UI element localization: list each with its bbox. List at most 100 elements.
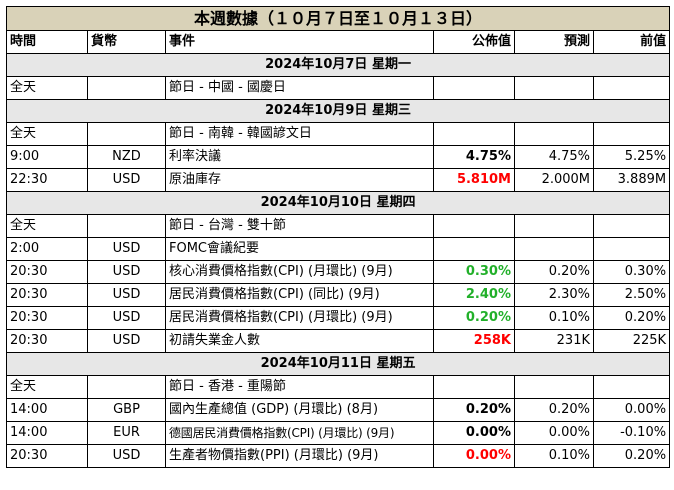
event-currency: NZD [87, 145, 166, 169]
event-forecast [514, 76, 594, 100]
event-currency [87, 122, 166, 146]
event-row: 20:30 USD 核心消費價格指數(CPI) (月環比) (9月) 0.30% 0.2… [6, 260, 671, 284]
event-actual [433, 76, 515, 100]
event-currency: USD [87, 168, 166, 192]
date-heading: 2024年10月7日 星期一 [5, 53, 671, 77]
event-previous [592, 375, 671, 399]
event-forecast: 0.00% [514, 421, 594, 445]
event-time: 14:00 [6, 421, 88, 445]
event-currency: USD [87, 260, 166, 284]
event-previous: 0.30% [592, 260, 671, 284]
event-name: 居民消費價格指數(CPI) (同比) (9月) [165, 283, 434, 307]
event-actual: 0.20% [433, 306, 515, 330]
event-previous: 0.00% [592, 398, 671, 422]
event-forecast [514, 214, 594, 238]
event-time: 全天 [6, 122, 88, 146]
event-row: 9:00 NZD 利率決議 4.75% 4.75% 5.25% [6, 145, 671, 169]
event-previous: 2.50% [592, 283, 671, 307]
event-forecast: 231K [514, 329, 594, 353]
event-row: 14:00 GBP 國內生產總值 (GDP) (月環比) (8月) 0.20% 0.20… [6, 398, 671, 422]
event-actual: 4.75% [433, 145, 515, 169]
event-row: 20:30 USD 居民消費價格指數(CPI) (同比) (9月) 2.40% 2.30… [6, 283, 671, 307]
event-previous [592, 122, 671, 146]
event-actual: 5.810M [433, 168, 515, 192]
event-row: 2:00 USD FOMC會議紀要 [6, 237, 671, 261]
event-row: 全天 節日 - 香港 - 重陽節 [6, 375, 671, 399]
event-name: 核心消費價格指數(CPI) (月環比) (9月) [165, 260, 434, 284]
table-title: 本週數據（１０月７日至１０月１３日） [5, 6, 671, 31]
event-actual [433, 237, 515, 261]
date-row: 2024年10月7日 星期一 [5, 53, 671, 77]
header-forecast: 預測 [514, 30, 594, 54]
event-actual: 0.00% [433, 421, 515, 445]
event-name: 節日 - 中國 - 國慶日 [165, 76, 434, 100]
event-time: 20:30 [6, 260, 88, 284]
event-forecast: 2.000M [514, 168, 594, 192]
event-currency: USD [87, 283, 166, 307]
date-row: 2024年10月9日 星期三 [5, 99, 671, 123]
event-row: 20:30 USD 生產者物價指數(PPI) (月環比) (9月) 0.00% 0.10… [6, 444, 671, 468]
event-previous: 5.25% [592, 145, 671, 169]
calendar-table: 本週數據（１０月７日至１０月１３日） 時間 貨幣 事件 公佈值 預測 前值 20… [5, 6, 671, 468]
event-currency: EUR [87, 421, 166, 445]
header-previous: 前值 [592, 30, 671, 54]
event-actual [433, 214, 515, 238]
event-previous [592, 237, 671, 261]
event-forecast [514, 375, 594, 399]
event-name: 初請失業金人數 [165, 329, 434, 353]
event-actual: 0.20% [433, 398, 515, 422]
event-previous: -0.10% [592, 421, 671, 445]
event-name: 節日 - 南韓 - 韓國諺文日 [165, 122, 434, 146]
event-row: 22:30 USD 原油庫存 5.810M 2.000M 3.889M [6, 168, 671, 192]
event-time: 14:00 [6, 398, 88, 422]
event-forecast: 0.20% [514, 260, 594, 284]
event-time: 全天 [6, 214, 88, 238]
event-row: 14:00 EUR 德國居民消費價格指數(CPI) (月環比) (9月) 0.00% 0… [6, 421, 671, 445]
event-time: 20:30 [6, 283, 88, 307]
event-row: 20:30 USD 初請失業金人數 258K 231K 225K [6, 329, 671, 353]
event-previous: 0.20% [592, 306, 671, 330]
date-heading: 2024年10月10日 星期四 [5, 191, 671, 215]
event-currency: GBP [87, 398, 166, 422]
economic-calendar: 本週數據（１０月７日至１０月１３日） 時間 貨幣 事件 公佈值 預測 前值 20… [5, 6, 671, 468]
event-time: 20:30 [6, 444, 88, 468]
event-forecast [514, 122, 594, 146]
event-name: 居民消費價格指數(CPI) (月環比) (9月) [165, 306, 434, 330]
event-currency: USD [87, 306, 166, 330]
date-row: 2024年10月10日 星期四 [5, 191, 671, 215]
date-heading: 2024年10月9日 星期三 [5, 99, 671, 123]
header-row: 時間 貨幣 事件 公佈值 預測 前值 [6, 30, 671, 54]
event-name: 國內生產總值 (GDP) (月環比) (8月) [165, 398, 434, 422]
event-name: 生產者物價指數(PPI) (月環比) (9月) [165, 444, 434, 468]
event-currency [87, 375, 166, 399]
event-name: 利率決議 [165, 145, 434, 169]
event-actual: 2.40% [433, 283, 515, 307]
event-time: 22:30 [6, 168, 88, 192]
event-forecast: 0.20% [514, 398, 594, 422]
title-row: 本週數據（１０月７日至１０月１３日） [5, 6, 671, 31]
event-time: 9:00 [6, 145, 88, 169]
event-previous [592, 214, 671, 238]
event-time: 20:30 [6, 306, 88, 330]
event-name: 德國居民消費價格指數(CPI) (月環比) (9月) [165, 421, 434, 445]
date-heading: 2024年10月11日 星期五 [5, 352, 671, 376]
event-currency [87, 76, 166, 100]
header-currency: 貨幣 [87, 30, 166, 54]
header-actual: 公佈值 [433, 30, 515, 54]
event-actual [433, 375, 515, 399]
event-time: 全天 [6, 76, 88, 100]
event-previous: 0.20% [592, 444, 671, 468]
event-row: 全天 節日 - 南韓 - 韓國諺文日 [6, 122, 671, 146]
event-row: 全天 節日 - 台灣 - 雙十節 [6, 214, 671, 238]
event-row: 20:30 USD 居民消費價格指數(CPI) (月環比) (9月) 0.20% 0.1… [6, 306, 671, 330]
event-actual: 0.00% [433, 444, 515, 468]
header-event: 事件 [165, 30, 434, 54]
event-actual: 258K [433, 329, 515, 353]
event-forecast: 0.10% [514, 444, 594, 468]
event-time: 20:30 [6, 329, 88, 353]
event-actual: 0.30% [433, 260, 515, 284]
event-name: 節日 - 香港 - 重陽節 [165, 375, 434, 399]
event-previous: 225K [592, 329, 671, 353]
event-name: FOMC會議紀要 [165, 237, 434, 261]
event-name: 原油庫存 [165, 168, 434, 192]
